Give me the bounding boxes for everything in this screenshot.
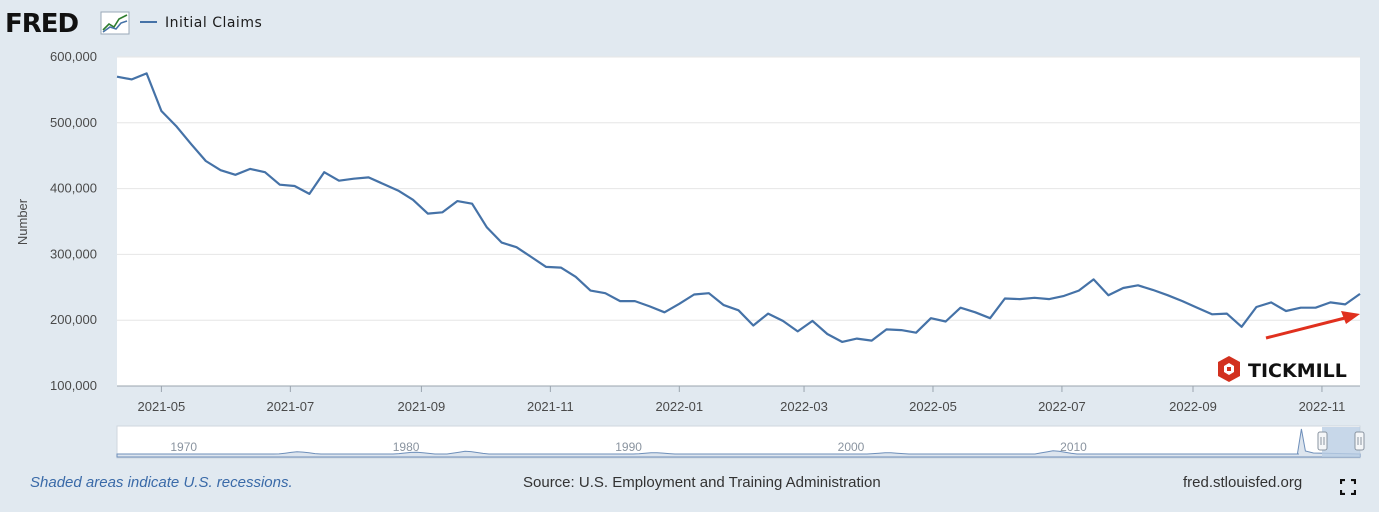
red-arrow [1265, 311, 1360, 340]
series-initial-claims [116, 72, 1361, 343]
y-tick-label: 100,000 [50, 378, 97, 393]
plot-area [117, 57, 1360, 386]
x-tick-label: 2022-05 [909, 399, 957, 414]
x-tick-label: 2022-01 [655, 399, 703, 414]
legend-label: Initial Claims [165, 15, 262, 31]
tickmill-watermark: TICKMILL [1218, 356, 1347, 382]
line-graph-icon [100, 11, 130, 35]
source-text: Source: U.S. Employment and Training Adm… [523, 474, 881, 491]
y-tick-label: 300,000 [50, 246, 97, 261]
navigator-handle-left[interactable] [1317, 431, 1328, 451]
x-tick-label: 2022-07 [1038, 399, 1086, 414]
navigator-handle-right[interactable] [1354, 431, 1365, 451]
x-axis: 2021-05 2021-07 2021-09 2021-11 2022-01 2022-… [138, 386, 1346, 414]
x-tick-label: 2021-05 [138, 399, 186, 414]
navigator-label: 2000 [838, 440, 865, 454]
x-tick-label: 2022-03 [780, 399, 828, 414]
recession-note: Shaded areas indicate U.S. recessions. [30, 474, 293, 491]
navigator-label: 1990 [615, 440, 642, 454]
legend[interactable]: Initial Claims [140, 15, 262, 31]
navigator-selection[interactable] [1322, 427, 1360, 457]
x-tick-label: 2022-11 [1299, 399, 1346, 414]
x-tick-label: 2022-09 [1169, 399, 1217, 414]
gridlines [117, 56, 1360, 387]
tickmill-hexagon-logo [1218, 356, 1240, 382]
y-axis: 100,000 200,000 300,000 400,000 500,000 600,0… [50, 49, 97, 393]
x-tick-label: 2021-11 [527, 399, 574, 414]
navigator-label: 1980 [393, 440, 420, 454]
y-tick-label: 200,000 [50, 312, 97, 327]
navigator[interactable]: 1970 1980 1990 2000 2010 [116, 425, 1365, 459]
y-axis-label: Number [15, 198, 30, 245]
y-tick-label: 600,000 [50, 49, 97, 64]
fred-url-link[interactable]: fred.stlouisfed.org [1183, 474, 1303, 491]
fred-logo[interactable]: FRED [5, 9, 130, 39]
navigator-labels: 1970 1980 1990 2000 2010 [170, 440, 1087, 454]
fred-chart: FRED Initial Claims 100,000 200,000 300,00… [5, 9, 1365, 459]
navigator-label: 2010 [1060, 440, 1087, 454]
x-tick-label: 2021-09 [398, 399, 446, 414]
x-tick-label: 2021-07 [266, 399, 314, 414]
fred-logo-text: FRED [5, 9, 79, 39]
navigator-label: 1970 [170, 440, 197, 454]
navigator-series [116, 428, 1361, 458]
y-tick-label: 500,000 [50, 115, 97, 130]
series-line [116, 72, 1361, 343]
tickmill-text: TICKMILL [1248, 360, 1347, 382]
navigator-track [116, 425, 1361, 459]
fullscreen-icon[interactable] [1340, 479, 1356, 495]
y-tick-label: 400,000 [50, 181, 97, 196]
